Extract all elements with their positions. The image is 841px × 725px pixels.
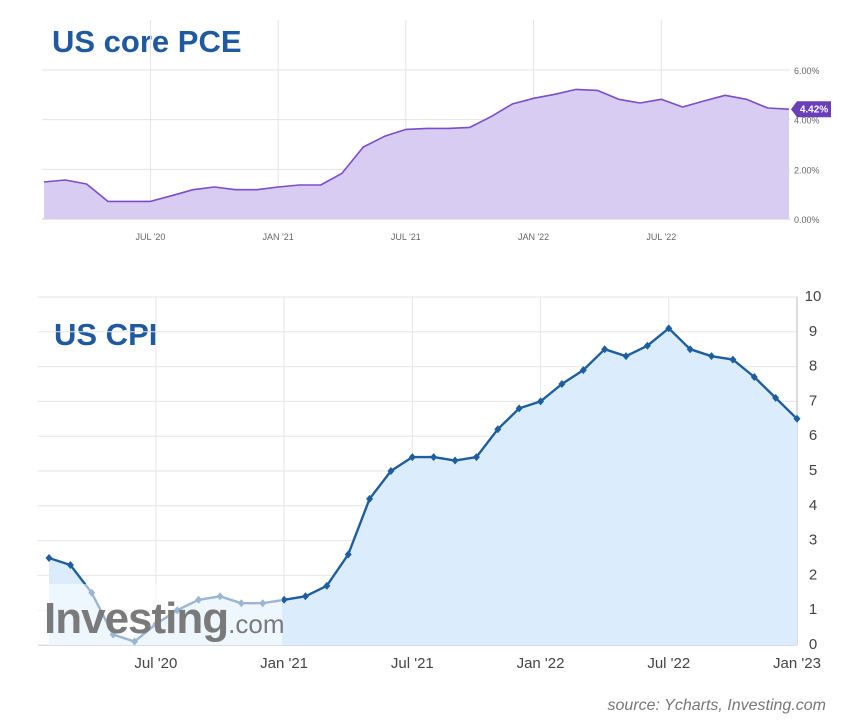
data-point [430,453,438,462]
data-point [280,595,288,604]
data-point [601,345,609,354]
data-point [472,453,480,462]
area-fill [44,89,789,220]
data-point [494,425,502,434]
x-tick-label: JUL '21 [391,232,421,242]
y-tick-label: 3 [809,532,817,549]
watermark-brand: Investing [44,594,228,643]
data-point [793,414,801,423]
y-tick-label: 7 [809,392,817,409]
value-label: 4.42% [800,105,828,116]
data-point [408,453,416,462]
series-line [43,88,790,203]
data-point [66,560,74,569]
data-point [537,397,545,406]
x-tick-label: Jul '22 [647,655,690,672]
y-tick-label: 6 [809,427,817,444]
x-tick-label: JUL '20 [135,232,165,242]
area-fill [49,328,797,645]
y-tick-label: 8 [809,358,817,375]
y-tick-label: 5 [809,462,817,479]
x-tick-label: JAN '22 [518,232,549,242]
x-tick-label: JAN '21 [263,232,294,242]
y-tick-label: 10 [805,288,822,305]
data-point [665,324,673,333]
y-tick-label: 2 [809,566,817,583]
value-label-box [791,101,831,118]
chart-title: US CPI [54,317,157,352]
data-point [772,393,780,402]
y-tick-label: 4.00% [794,116,820,126]
x-tick-label: JUL '22 [646,232,676,242]
y-tick-label: 0.00% [794,215,820,225]
y-tick-label: 0 [809,636,817,653]
data-point [708,352,716,361]
watermark-suffix: .com [228,609,284,639]
watermark: Investing.com [44,594,285,643]
data-point [366,494,374,503]
source-note: source: Ycharts, Investing.com [608,697,826,714]
data-point [301,592,309,601]
data-point [323,581,331,590]
y-tick-label: 9 [809,323,817,340]
data-point [643,341,651,350]
data-point [515,404,523,413]
y-tick-label: 6.00% [794,66,820,76]
chart-title: US core PCE [52,24,242,59]
y-tick-label: 2.00% [794,165,820,175]
data-point [729,355,737,364]
x-tick-label: Jan '23 [773,655,821,672]
data-point [387,467,395,475]
x-tick-label: Jul '20 [134,655,177,672]
data-point [622,352,630,361]
data-point [45,554,53,562]
x-tick-label: Jul '21 [391,655,434,672]
x-tick-label: Jan '22 [517,655,565,672]
y-tick-label: 4 [809,497,817,514]
x-tick-label: Jan '21 [260,655,308,672]
data-point [750,373,758,382]
data-point [579,366,587,375]
data-point [451,456,459,465]
data-point [686,345,694,354]
y-tick-label: 1 [809,601,817,618]
watermark-backdrop [38,584,282,645]
data-point [344,550,352,559]
data-point [558,380,566,388]
